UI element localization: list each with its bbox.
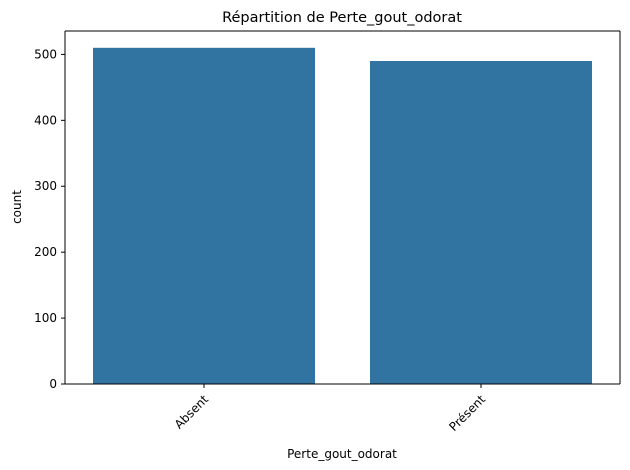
plot-frame <box>64 30 621 385</box>
y-tick-label: 0 <box>49 377 57 391</box>
y-tick-label: 300 <box>34 179 57 193</box>
y-tick-label: 200 <box>34 245 57 259</box>
bar-absent <box>93 47 315 385</box>
bar-pr-sent <box>370 60 592 384</box>
y-axis-label: count <box>10 190 24 224</box>
bars-group <box>93 47 592 385</box>
x-axis-label: Perte_gout_odorat <box>287 447 397 461</box>
y-tick-label: 100 <box>34 311 57 325</box>
y-axis-ticks: 0 100 200 300 400 500 <box>34 47 65 391</box>
y-tick-label: 500 <box>34 47 57 61</box>
y-tick-label: 400 <box>34 113 57 127</box>
chart-title: Répartition de Perte_gout_odorat <box>222 10 462 26</box>
